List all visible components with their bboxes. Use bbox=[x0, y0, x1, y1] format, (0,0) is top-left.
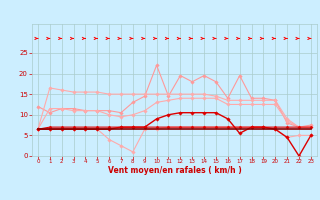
X-axis label: Vent moyen/en rafales ( km/h ): Vent moyen/en rafales ( km/h ) bbox=[108, 166, 241, 175]
